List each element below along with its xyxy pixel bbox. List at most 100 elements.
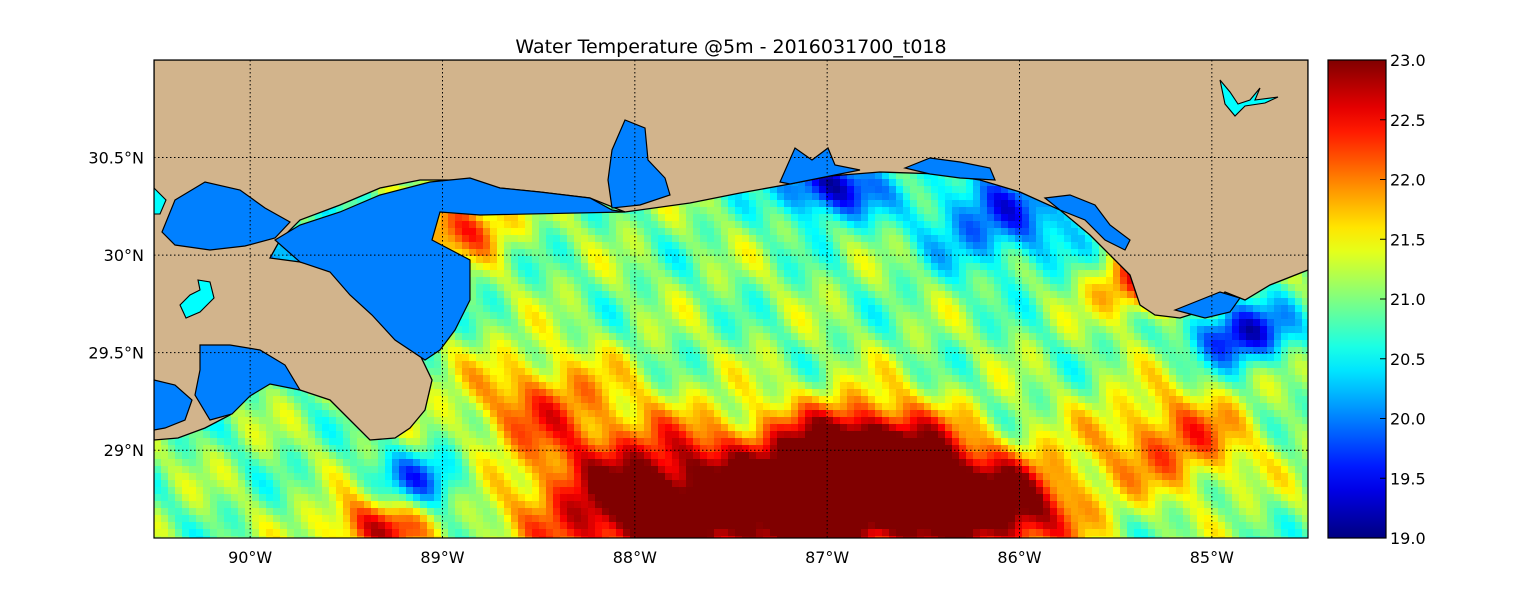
heatmap-cell	[826, 221, 834, 229]
heatmap-cell	[490, 256, 498, 264]
heatmap-cell	[826, 228, 834, 236]
heatmap-cell	[798, 179, 806, 187]
heatmap-cell	[693, 235, 701, 243]
heatmap-cell	[700, 249, 708, 257]
heatmap-cell	[973, 263, 981, 271]
heatmap-cell	[721, 200, 729, 208]
heatmap-cell	[1008, 221, 1016, 229]
heatmap-cell	[1043, 242, 1051, 250]
heatmap-cell	[812, 186, 820, 194]
heatmap-cell	[1064, 214, 1072, 222]
heatmap-cell	[700, 207, 708, 215]
heatmap-cell	[658, 207, 666, 215]
heatmap-cell	[679, 228, 687, 236]
heatmap-cell	[868, 214, 876, 222]
heatmap-cell	[406, 179, 414, 187]
heatmap-cell	[945, 200, 953, 208]
heatmap-cell	[343, 200, 351, 208]
heatmap-cell	[658, 263, 666, 271]
heatmap-cell	[910, 256, 918, 264]
heatmap-cell	[1001, 242, 1009, 250]
heatmap-cell	[602, 221, 610, 229]
heatmap-cell	[791, 186, 799, 194]
heatmap-cell	[910, 186, 918, 194]
heatmap-cell	[924, 214, 932, 222]
heatmap-cell	[868, 263, 876, 271]
heatmap-cell	[1022, 207, 1030, 215]
heatmap-cell	[539, 221, 547, 229]
heatmap-cell	[1092, 263, 1100, 271]
heatmap-cell	[1099, 263, 1107, 271]
heatmap-cell	[602, 256, 610, 264]
heatmap-cell	[994, 221, 1002, 229]
heatmap-cell	[854, 263, 862, 271]
heatmap-cell	[896, 263, 904, 271]
heatmap-cell	[1099, 249, 1107, 257]
heatmap-cell	[581, 249, 589, 257]
heatmap-cell	[1022, 221, 1030, 229]
heatmap-cell	[980, 214, 988, 222]
heatmap-cell	[952, 214, 960, 222]
heatmap-cell	[826, 242, 834, 250]
heatmap-cell	[1064, 263, 1072, 271]
heatmap-cell	[784, 263, 792, 271]
heatmap-cell	[952, 207, 960, 215]
heatmap-cell	[770, 221, 778, 229]
heatmap-cell	[462, 249, 470, 257]
heatmap-cell	[630, 214, 638, 222]
heatmap-cell	[854, 214, 862, 222]
heatmap-cell	[721, 193, 729, 201]
heatmap-cell	[553, 221, 561, 229]
heatmap-cell	[637, 207, 645, 215]
heatmap-cell	[1078, 263, 1086, 271]
heatmap-cell	[504, 263, 512, 271]
heatmap-cell	[532, 256, 540, 264]
heatmap-cell	[595, 228, 603, 236]
heatmap-cell	[1036, 242, 1044, 250]
heatmap-cell	[1015, 200, 1023, 208]
heatmap-cell	[483, 228, 491, 236]
heatmap-cell	[574, 263, 582, 271]
heatmap-cell	[672, 214, 680, 222]
heatmap-cell	[581, 242, 589, 250]
heatmap-cell	[567, 235, 575, 243]
heatmap-cell	[686, 221, 694, 229]
heatmap-cell	[693, 214, 701, 222]
heatmap-cell	[938, 263, 946, 271]
heatmap-cell	[1078, 242, 1086, 250]
heatmap-cell	[1057, 263, 1065, 271]
heatmap-cell	[840, 200, 848, 208]
heatmap-cell	[777, 263, 785, 271]
heatmap-cell	[588, 235, 596, 243]
heatmap-cell	[539, 263, 547, 271]
heatmap-cell	[924, 172, 932, 180]
heatmap-cell	[455, 228, 463, 236]
heatmap-cell	[658, 235, 666, 243]
heatmap-cell	[882, 193, 890, 201]
heatmap-cell	[448, 235, 456, 243]
heatmap-cell	[1015, 242, 1023, 250]
heatmap-cell	[546, 228, 554, 236]
heatmap-cell	[931, 242, 939, 250]
heatmap-cell	[336, 207, 344, 215]
heatmap-cell	[1036, 221, 1044, 229]
heatmap-cell	[756, 235, 764, 243]
heatmap-cell	[791, 214, 799, 222]
heatmap-cell	[483, 249, 491, 257]
heatmap-cell	[511, 242, 519, 250]
heatmap-cell	[546, 249, 554, 257]
heatmap-cell	[609, 228, 617, 236]
heatmap-cell	[784, 214, 792, 222]
heatmap-cell	[1050, 256, 1058, 264]
heatmap-cell	[756, 193, 764, 201]
heatmap-cell	[455, 235, 463, 243]
heatmap-cell	[875, 186, 883, 194]
heatmap-cell	[616, 249, 624, 257]
heatmap-cell	[833, 179, 841, 187]
heatmap-cell	[763, 263, 771, 271]
heatmap-cell	[728, 207, 736, 215]
heatmap-cell	[973, 200, 981, 208]
heatmap-cell	[756, 207, 764, 215]
heatmap-cell	[840, 172, 848, 180]
heatmap-cell	[763, 193, 771, 201]
